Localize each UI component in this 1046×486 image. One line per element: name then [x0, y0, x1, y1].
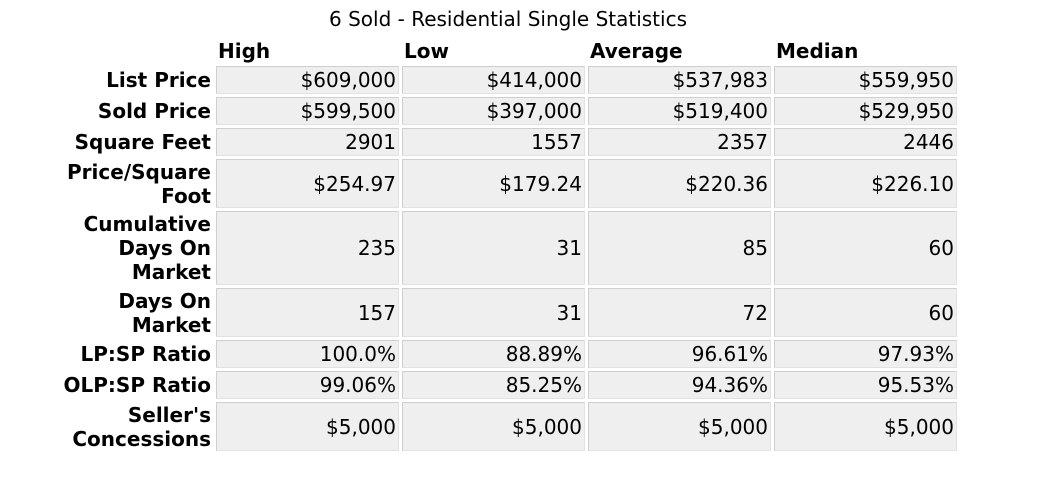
row-sellers-concessions: Seller's Concessions $5,000 $5,000 $5,00…: [63, 402, 957, 451]
value-cell-median: 60: [774, 288, 957, 337]
value-cell-average: $537,983: [588, 66, 771, 94]
column-header-high: High: [218, 39, 271, 63]
value-cell-median: 95.53%: [774, 371, 957, 399]
value-cell-low: 85.25%: [402, 371, 585, 399]
value-cell-median: 97.93%: [774, 340, 957, 368]
corner-cell: [63, 39, 213, 63]
row-label: List Price: [106, 68, 211, 92]
stats-title: 6 Sold - Residential Single Statistics: [329, 7, 687, 31]
value-cell-low: $414,000: [402, 66, 585, 94]
value-cell-median: $529,950: [774, 97, 957, 125]
row-label: Cumulative Days On Market: [83, 212, 211, 284]
row-label: Days On Market: [118, 288, 211, 337]
row-label: Sold Price: [97, 99, 211, 123]
value-cell-median: $226.10: [774, 159, 957, 208]
column-header-average: Average: [590, 39, 683, 63]
value-cell-average: 2357: [588, 128, 771, 156]
row-days-on-market: Days On Market 157 31 72 60: [63, 288, 957, 337]
value-cell-low: $5,000: [402, 402, 585, 451]
value-cell-average: 72: [588, 288, 771, 337]
value-cell-median: $559,950: [774, 66, 957, 94]
row-lp-sp-ratio: LP:SP Ratio 100.0% 88.89% 96.61% 97.93%: [63, 340, 957, 368]
row-label: LP:SP Ratio: [80, 342, 211, 366]
value-cell-high: 2901: [216, 128, 399, 156]
value-cell-median: $5,000: [774, 402, 957, 451]
value-cell-average: $220.36: [588, 159, 771, 208]
value-cell-high: $5,000: [216, 402, 399, 451]
value-cell-median: 60: [774, 211, 957, 285]
value-cell-low: $397,000: [402, 97, 585, 125]
row-label: Seller's Concessions: [72, 402, 211, 451]
column-header-median: Median: [776, 39, 859, 63]
row-square-feet: Square Feet 2901 1557 2357 2446: [63, 128, 957, 156]
value-cell-high: 100.0%: [216, 340, 399, 368]
row-label: Square Feet: [74, 130, 211, 154]
row-sold-price: Sold Price $599,500 $397,000 $519,400 $5…: [63, 97, 957, 125]
value-cell-low: 31: [402, 211, 585, 285]
value-cell-average: 94.36%: [588, 371, 771, 399]
row-olp-sp-ratio: OLP:SP Ratio 99.06% 85.25% 94.36% 95.53%: [63, 371, 957, 399]
value-cell-median: 2446: [774, 128, 957, 156]
value-cell-average: 85: [588, 211, 771, 285]
value-cell-low: 31: [402, 288, 585, 337]
value-cell-high: 99.06%: [216, 371, 399, 399]
value-cell-low: 88.89%: [402, 340, 585, 368]
row-label: Price/Square Foot: [67, 159, 211, 208]
row-label: OLP:SP Ratio: [63, 373, 211, 397]
value-cell-average: 96.61%: [588, 340, 771, 368]
statistics-table: High Low Average Median List Price $609,…: [60, 36, 960, 454]
value-cell-low: $179.24: [402, 159, 585, 208]
value-cell-low: 1557: [402, 128, 585, 156]
value-cell-high: $599,500: [216, 97, 399, 125]
row-price-per-square-foot: Price/Square Foot $254.97 $179.24 $220.3…: [63, 159, 957, 208]
row-cumulative-days-on-market: Cumulative Days On Market 235 31 85 60: [63, 211, 957, 285]
value-cell-high: $254.97: [216, 159, 399, 208]
header-row: High Low Average Median: [63, 39, 957, 63]
value-cell-high: $609,000: [216, 66, 399, 94]
row-list-price: List Price $609,000 $414,000 $537,983 $5…: [63, 66, 957, 94]
value-cell-high: 157: [216, 288, 399, 337]
column-header-low: Low: [404, 39, 449, 63]
value-cell-average: $519,400: [588, 97, 771, 125]
value-cell-average: $5,000: [588, 402, 771, 451]
value-cell-high: 235: [216, 211, 399, 285]
